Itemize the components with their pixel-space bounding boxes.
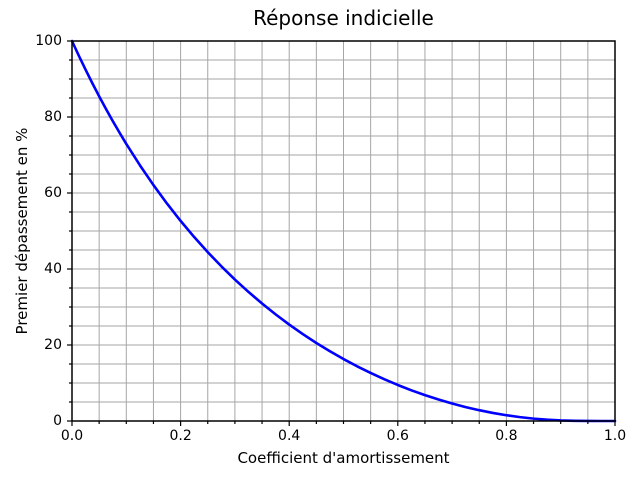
y-tick-label: 60 <box>44 185 62 201</box>
grid-lines <box>72 41 615 421</box>
x-tick-label: 0.8 <box>495 428 518 444</box>
y-tick-label: 100 <box>35 33 62 49</box>
x-tick-label: 0.2 <box>169 428 192 444</box>
y-tick-label: 0 <box>53 413 62 429</box>
x-tick-label: 0.0 <box>60 428 84 444</box>
axes-spines <box>71 40 616 422</box>
tick-marks <box>67 40 616 426</box>
x-tick-label: 0.4 <box>278 428 301 444</box>
y-axis-label: Premier dépassement en % <box>13 127 31 335</box>
chart-title: Réponse indicielle <box>253 6 434 30</box>
x-tick-label: 0.6 <box>386 428 409 444</box>
y-tick-label: 80 <box>44 109 62 125</box>
x-tick-label: 1.0 <box>603 428 627 444</box>
response-curve <box>70 39 617 423</box>
y-tick-label: 20 <box>44 337 62 353</box>
y-tick-label: 40 <box>44 261 62 277</box>
x-axis-label: Coefficient d'amortissement <box>237 449 450 467</box>
